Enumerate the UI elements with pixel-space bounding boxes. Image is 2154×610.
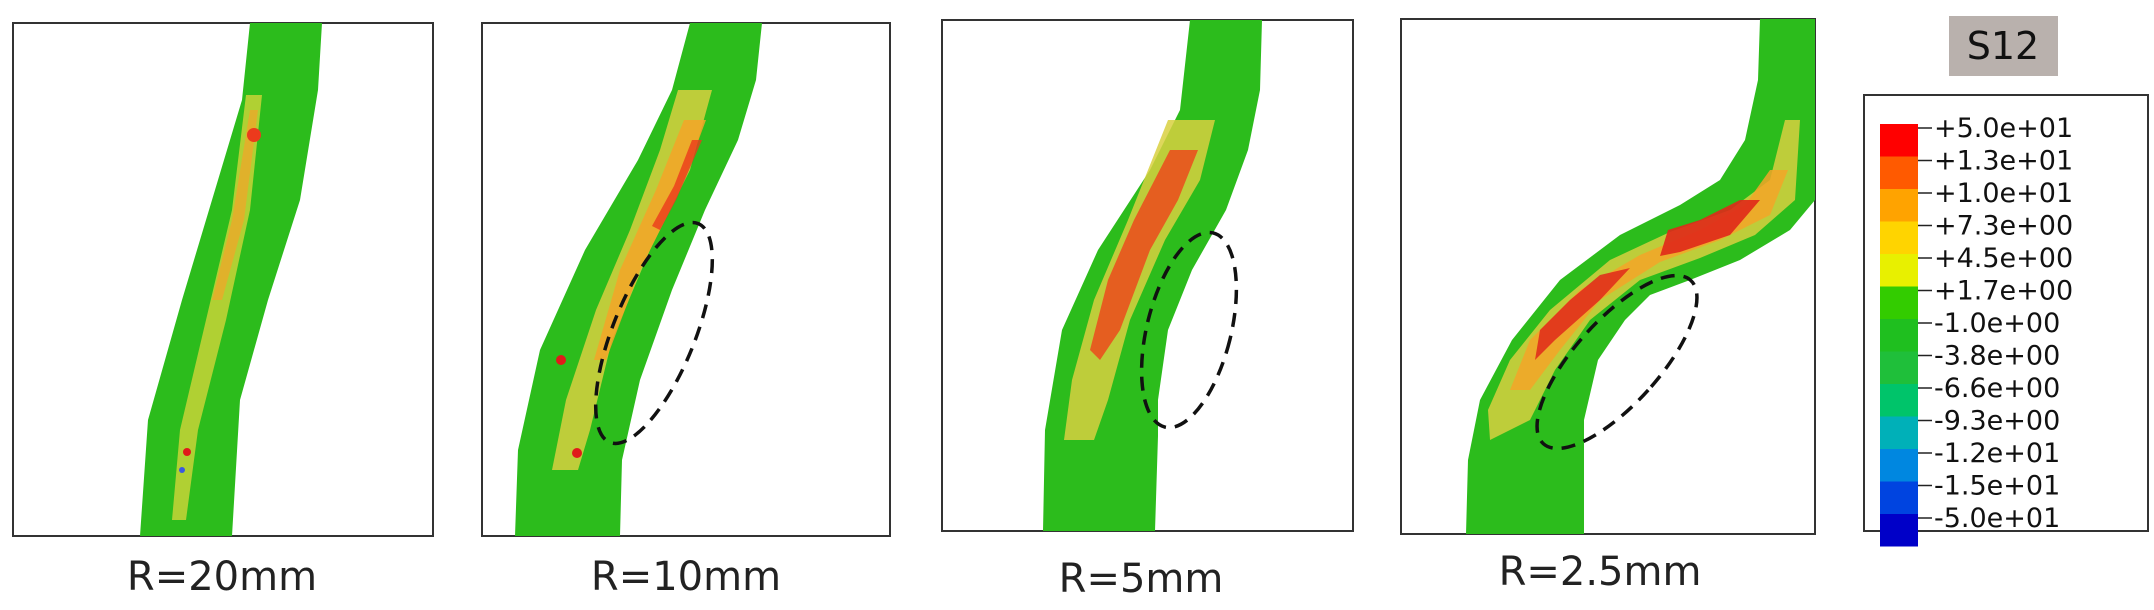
stress-band-red — [652, 140, 702, 230]
panel-caption: R=20mm — [127, 554, 317, 600]
crack-region-marker — [1535, 273, 1699, 451]
legend-value: +1.3e+01 — [1934, 146, 2073, 177]
hotspot — [183, 448, 191, 456]
legend-value: +1.0e+01 — [1934, 178, 2073, 209]
legend-swatch — [1880, 156, 1918, 189]
legend-swatch — [1880, 221, 1918, 254]
legend-value: +7.3e+00 — [1934, 211, 2073, 242]
legend-swatch — [1880, 481, 1918, 514]
legend-value: -1.0e+00 — [1934, 308, 2060, 339]
legend-swatch — [1880, 319, 1918, 352]
panel-r2-5: R=2.5mm — [1400, 18, 1816, 595]
legend-title: S12 — [1967, 24, 2039, 68]
legend-value: -3.8e+00 — [1934, 341, 2060, 372]
legend-swatch — [1880, 189, 1918, 222]
panel-r10: R=10mm — [481, 22, 891, 600]
legend: S12 +5.0e+01+1.3e+01+1.0e+01+7.3e+00+4.5… — [1863, 16, 2149, 547]
panel-r5: R=5mm — [941, 19, 1354, 602]
legend-swatch — [1880, 254, 1918, 287]
crack-region-marker — [593, 220, 715, 446]
legend-value: +5.0e+01 — [1934, 113, 2073, 144]
legend-swatch — [1880, 286, 1918, 319]
hotspot — [247, 128, 261, 142]
legend-swatch — [1880, 449, 1918, 482]
legend-value: -1.5e+01 — [1934, 471, 2060, 502]
stress-band-red — [1535, 268, 1630, 360]
legend-value: -6.6e+00 — [1934, 373, 2060, 404]
legend-swatch — [1880, 124, 1918, 157]
legend-value: -1.2e+01 — [1934, 438, 2060, 469]
legend-value: -9.3e+00 — [1934, 406, 2060, 437]
stress-band-red — [1090, 150, 1198, 360]
hotspot — [572, 448, 582, 458]
legend-labels: +5.0e+01+1.3e+01+1.0e+01+7.3e+00+4.5e+00… — [1918, 113, 2073, 534]
legend-swatch — [1880, 351, 1918, 384]
legend-swatch — [1880, 514, 1918, 547]
stress-band-red — [1660, 200, 1760, 256]
stress-band-yellow — [1488, 120, 1800, 440]
legend-value: +4.5e+00 — [1934, 243, 2073, 274]
panel-r20: R=20mm — [12, 22, 434, 600]
legend-swatch — [1880, 416, 1918, 449]
legend-value: +1.7e+00 — [1934, 276, 2073, 307]
legend-swatches — [1880, 124, 1918, 547]
legend-value: -5.0e+01 — [1934, 503, 2060, 534]
stress-band-orange — [212, 110, 258, 300]
hotspot — [556, 355, 566, 365]
panel-caption: R=10mm — [591, 554, 781, 600]
legend-title-box — [1949, 16, 2058, 76]
panel-caption: R=5mm — [1059, 556, 1224, 602]
legend-swatch — [1880, 384, 1918, 417]
hotspot — [179, 467, 185, 473]
crack-region-marker — [1139, 230, 1239, 430]
panel-caption: R=2.5mm — [1499, 549, 1702, 595]
